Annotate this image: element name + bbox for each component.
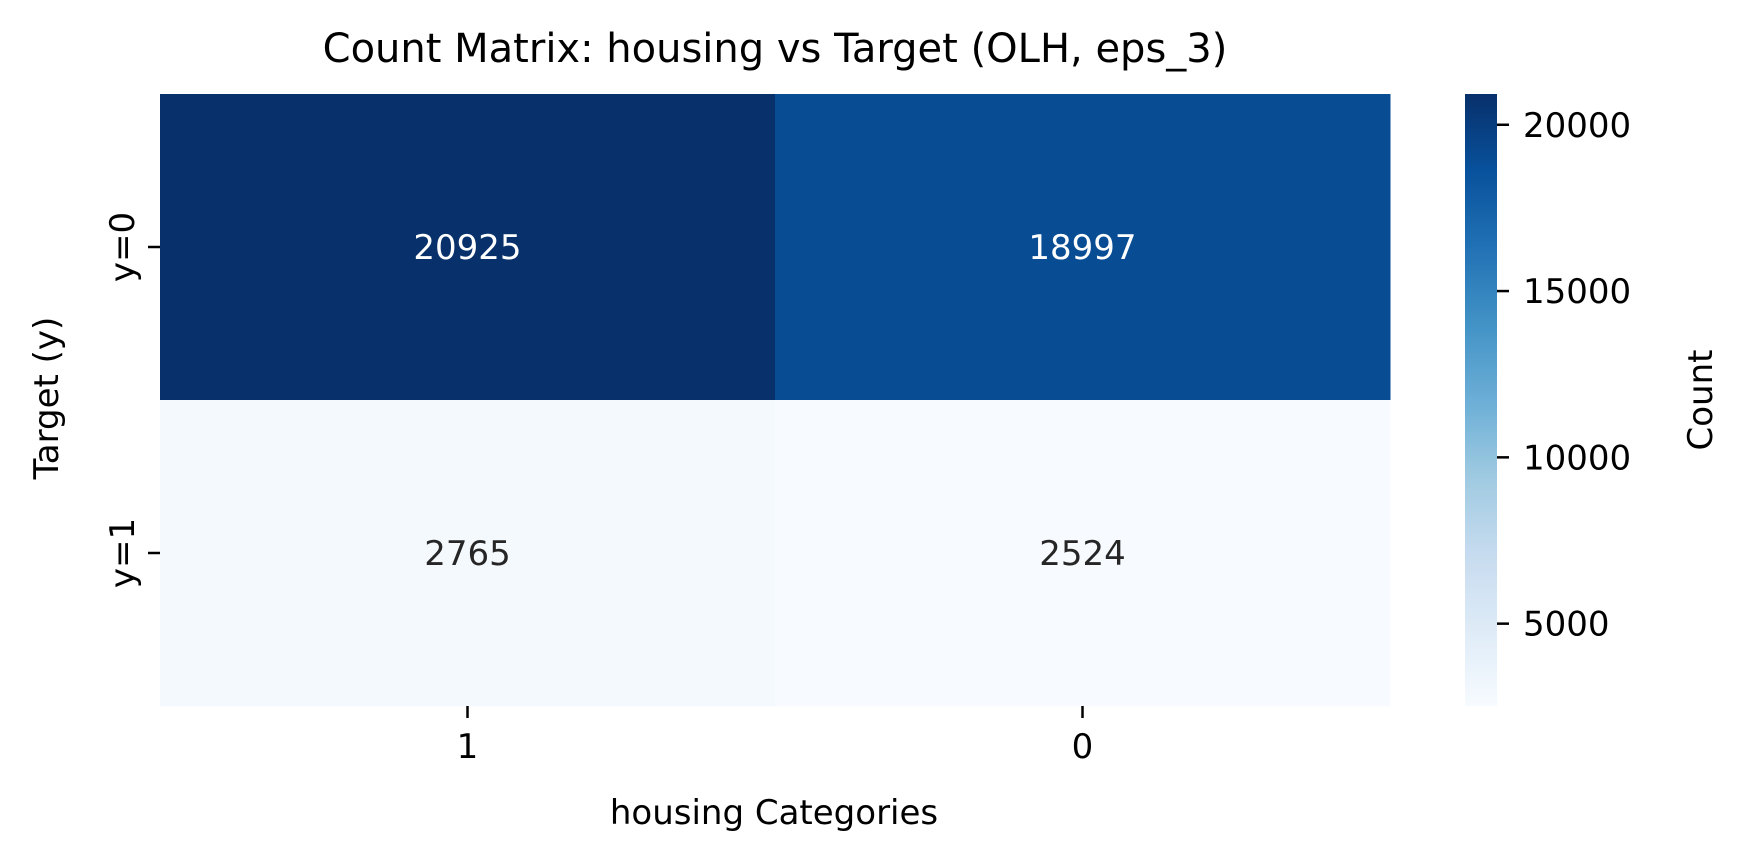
heatmap-cell: [775, 94, 1391, 401]
heatmap-cells: [160, 94, 1391, 707]
heatmap-cell: [160, 94, 776, 401]
colorbar-gradient: [1465, 94, 1497, 706]
y-axis-label: Target (y): [27, 317, 67, 481]
x-tick-label: 0: [1072, 727, 1094, 767]
y-tick-label: y=0: [103, 212, 143, 282]
colorbar-label: Count: [1681, 350, 1721, 451]
x-axis-label: housing Categories: [610, 793, 938, 833]
colorbar: 5000 10000 15000 20000 Count: [1465, 94, 1721, 706]
cell-value-label: 18997: [1028, 228, 1136, 268]
colorbar-tick-label: 20000: [1523, 106, 1631, 146]
heatmap-cell-labels: 20925 18997 2765 2524: [413, 228, 1136, 574]
heatmap-cell: [160, 400, 776, 707]
colorbar-ticks: 5000 10000 15000 20000: [1497, 106, 1631, 645]
colorbar-tick-label: 5000: [1523, 605, 1610, 645]
cell-value-label: 20925: [413, 228, 521, 268]
heatmap-cell: [775, 400, 1391, 707]
colorbar-tick-label: 10000: [1523, 438, 1631, 478]
chart-title: Count Matrix: housing vs Target (OLH, ep…: [323, 26, 1228, 72]
colorbar-tick-label: 15000: [1523, 272, 1631, 312]
cell-value-label: 2524: [1039, 534, 1126, 574]
cell-value-label: 2765: [424, 534, 511, 574]
y-tick-label: y=1: [103, 518, 143, 588]
x-tick-label: 1: [457, 727, 479, 767]
y-axis: y=0 y=1: [103, 212, 160, 588]
